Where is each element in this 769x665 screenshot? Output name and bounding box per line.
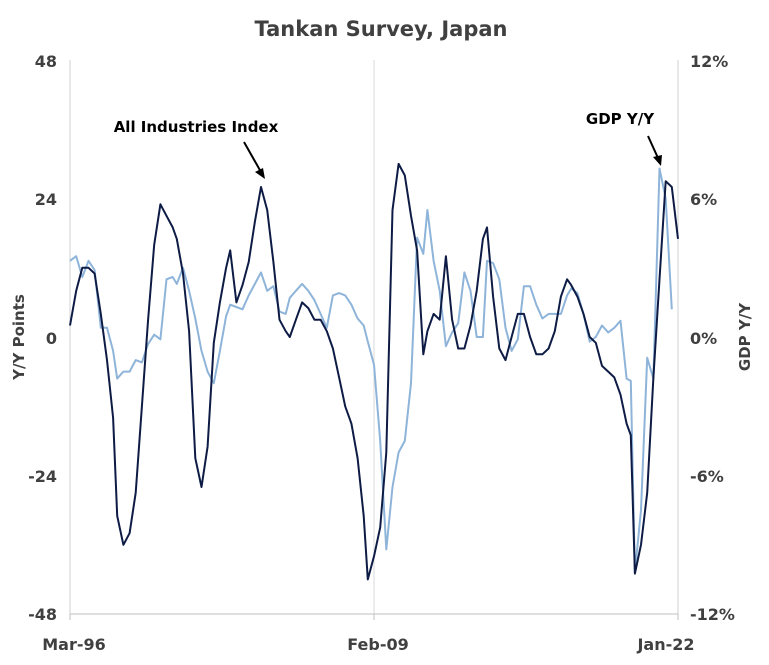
x-axis-ticks: Mar-96 Feb-09 Jan-22 — [42, 635, 694, 654]
all-industries-index-line — [69, 162, 679, 581]
right-tick-label: 6% — [690, 190, 717, 209]
left-axis-title: Y/Y Points — [10, 294, 28, 381]
left-axis-ticks: 48 24 0 -24 -48 — [28, 52, 57, 624]
right-axis-title: GDP Y/Y — [736, 302, 754, 371]
gdp-yy-line — [69, 167, 673, 574]
left-tick-label: -24 — [28, 467, 57, 486]
x-tick-label: Feb-09 — [347, 635, 409, 654]
arrowhead-icon — [653, 155, 662, 166]
annotation-gdp-label: GDP Y/Y — [586, 110, 655, 128]
x-tick-label: Jan-22 — [636, 635, 694, 654]
right-tick-label: -6% — [690, 467, 724, 486]
right-axis-ticks: 12% 6% 0% -6% -12% — [690, 52, 735, 624]
left-tick-label: -48 — [28, 605, 57, 624]
left-tick-label: 0 — [46, 329, 57, 348]
x-tick-label: Mar-96 — [42, 635, 106, 654]
right-tick-label: 12% — [690, 52, 728, 71]
annotation-arrow — [647, 135, 659, 159]
annotations: All Industries Index GDP Y/Y — [114, 110, 662, 179]
right-tick-label: -12% — [690, 605, 735, 624]
arrowhead-icon — [255, 168, 265, 179]
annotation-all-industries-label: All Industries Index — [114, 118, 279, 136]
plot-area — [69, 60, 679, 620]
annotation-arrow — [243, 141, 262, 173]
right-tick-label: 0% — [690, 329, 717, 348]
left-tick-label: 48 — [35, 52, 57, 71]
chart-title: Tankan Survey, Japan — [255, 17, 508, 41]
left-tick-label: 24 — [35, 190, 57, 209]
